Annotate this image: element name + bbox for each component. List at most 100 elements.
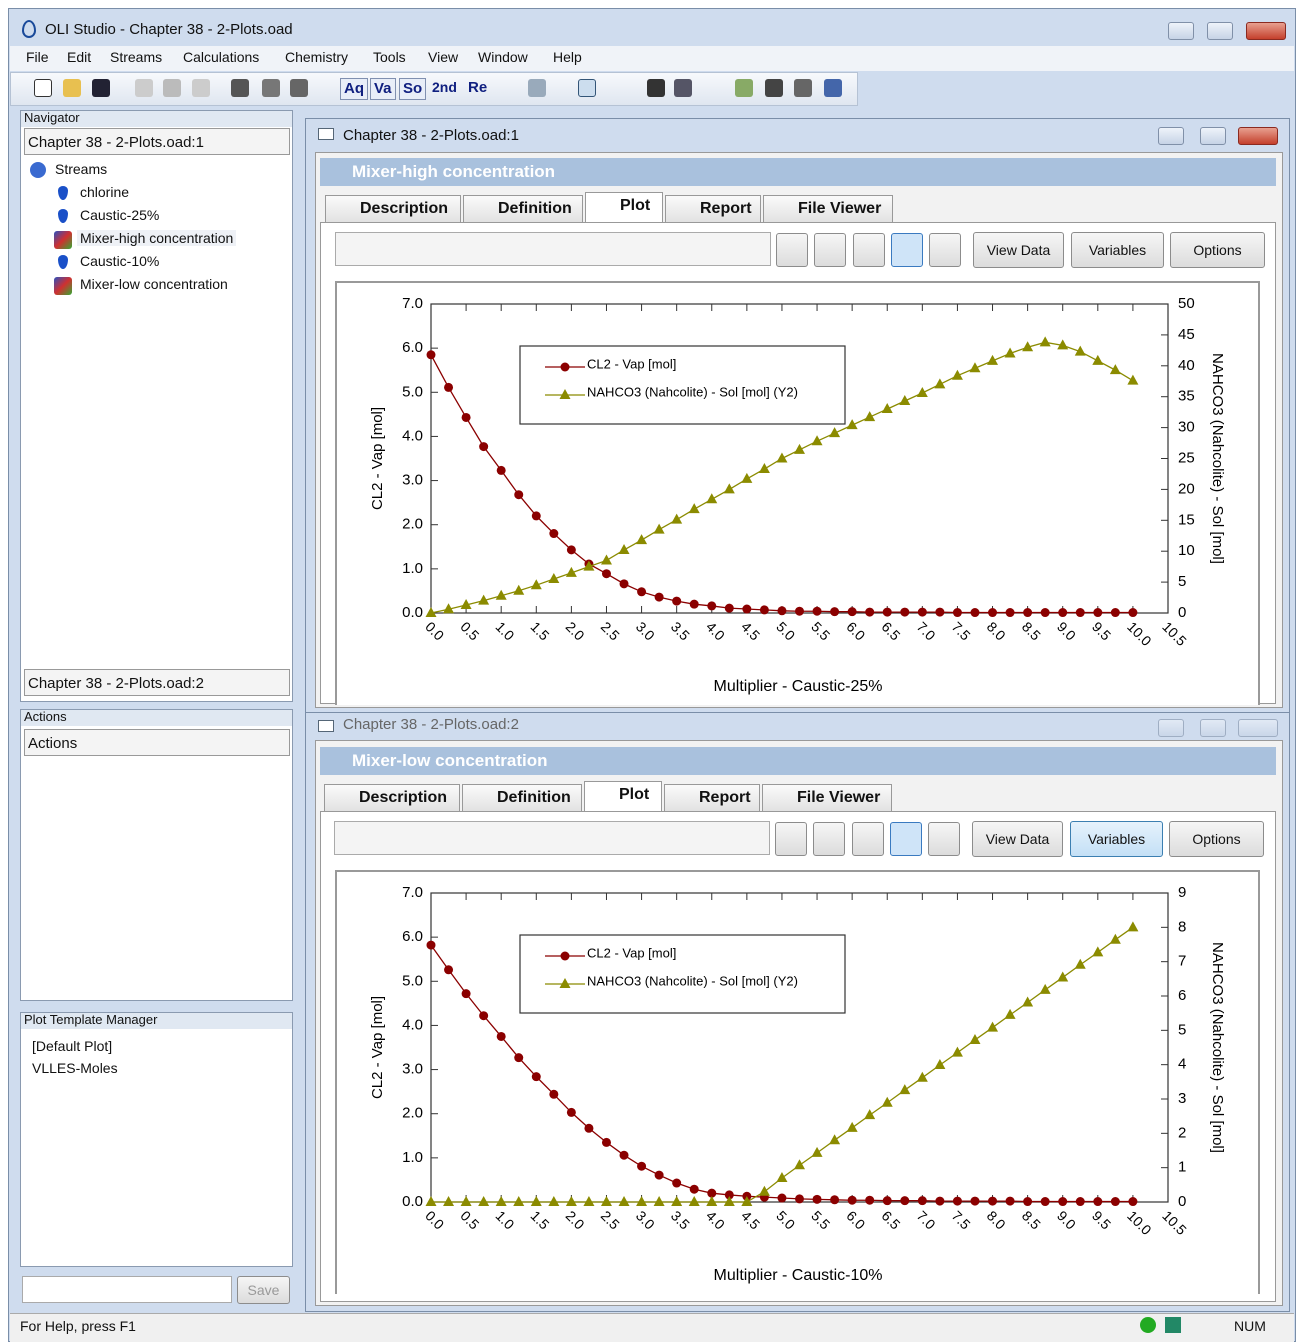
maximize-button[interactable] [1200, 127, 1226, 145]
tab[interactable]: Description [325, 195, 461, 223]
x-tick-label: 6.0 [843, 618, 868, 643]
close-button[interactable] [1246, 22, 1286, 40]
menu-item[interactable]: Chemistry [285, 49, 348, 65]
paste-icon[interactable] [192, 79, 210, 97]
copy-icon[interactable] [163, 79, 181, 97]
tab[interactable]: Report [665, 195, 761, 223]
toolbar-icon[interactable] [528, 79, 546, 97]
object-heading: Mixer-low concentration [320, 747, 1276, 775]
data-point [672, 1179, 681, 1188]
plot-tool-button[interactable] [775, 822, 807, 856]
tab[interactable]: Definition [462, 784, 582, 812]
variables-button[interactable]: Variables [1071, 232, 1164, 268]
mixer-icon [54, 277, 72, 295]
find-icon[interactable] [647, 79, 665, 97]
toolbar-icon[interactable] [794, 79, 812, 97]
data-point [1041, 608, 1050, 617]
tab[interactable]: Definition [463, 195, 583, 223]
toolbar-button[interactable]: Aq [340, 78, 368, 100]
file-node[interactable]: Chapter 38 - 2-Plots.oad:1 [24, 128, 290, 155]
toolbar-button[interactable]: Va [370, 78, 396, 100]
close-button[interactable] [1238, 127, 1278, 145]
plot-title-input[interactable] [334, 821, 770, 855]
cut-icon[interactable] [135, 79, 153, 97]
toolbar-button[interactable]: 2nd [432, 79, 457, 95]
tab[interactable]: Plot [585, 192, 663, 223]
menu-item[interactable]: Help [553, 49, 582, 65]
status-text: For Help, press F1 [20, 1318, 136, 1334]
minimize-button[interactable] [1158, 127, 1184, 145]
tab[interactable]: Description [324, 784, 460, 812]
print-icon[interactable] [231, 79, 249, 97]
zoom-in-button[interactable] [853, 233, 885, 267]
open-icon[interactable] [63, 79, 81, 97]
toolbar-icon[interactable] [578, 79, 596, 97]
view-data-button[interactable]: View Data [973, 232, 1064, 268]
template-item[interactable]: [Default Plot] [32, 1038, 112, 1054]
toolbar-icon[interactable] [735, 79, 753, 97]
plot-title-input[interactable] [335, 232, 771, 266]
y-tick-label: 1.0 [402, 560, 423, 577]
zoom-in-button[interactable] [852, 822, 884, 856]
plot-tool-button[interactable] [890, 822, 922, 856]
minimize-button[interactable] [1168, 22, 1194, 40]
template-name-input[interactable] [22, 1276, 232, 1303]
minimize-button[interactable] [1158, 719, 1184, 737]
save-icon[interactable] [92, 79, 110, 97]
toolbar-icon[interactable] [765, 79, 783, 97]
context-help-icon[interactable] [290, 79, 308, 97]
menu-item[interactable]: Window [478, 49, 528, 65]
menu-item[interactable]: Calculations [183, 49, 259, 65]
close-button[interactable] [1238, 719, 1278, 737]
data-point [636, 534, 647, 544]
tab[interactable]: File Viewer [762, 784, 892, 812]
tree-item[interactable]: Mixer-low concentration [80, 276, 228, 292]
save-button[interactable]: Save [237, 1276, 290, 1304]
x-tick-label: 8.5 [1019, 618, 1044, 643]
y2-tick-label: 2 [1178, 1124, 1186, 1141]
toolbar-button[interactable]: Re [468, 79, 487, 96]
y2-tick-label: 0 [1178, 604, 1186, 621]
help-icon[interactable] [262, 79, 280, 97]
maximize-button[interactable] [1200, 719, 1226, 737]
data-point [461, 1196, 472, 1206]
menu-item[interactable]: File [26, 49, 49, 65]
toolbar-button[interactable]: So [399, 78, 426, 100]
zoom-out-button[interactable] [814, 233, 846, 267]
menu-item[interactable]: Tools [373, 49, 406, 65]
tree-item[interactable]: Streams [55, 161, 107, 177]
tab[interactable]: Report [664, 784, 760, 812]
variables-button[interactable]: Variables [1070, 821, 1163, 857]
plot-tool-button[interactable] [928, 822, 960, 856]
options-button[interactable]: Options [1170, 232, 1265, 268]
plot-tool-button[interactable] [776, 233, 808, 267]
data-point [1076, 1197, 1085, 1206]
x-tick-label: 1.0 [492, 618, 517, 643]
menu-item[interactable]: Streams [110, 49, 162, 65]
tab[interactable]: File Viewer [763, 195, 893, 223]
x-tick-label: 6.5 [878, 618, 903, 643]
view-data-button[interactable]: View Data [972, 821, 1063, 857]
plot-tool-button[interactable] [929, 233, 961, 267]
tab[interactable]: Plot [584, 781, 662, 812]
new-icon[interactable] [34, 79, 52, 97]
tree-item[interactable]: Caustic-25% [80, 207, 159, 223]
tree-item[interactable]: Caustic-10% [80, 253, 159, 269]
file-node[interactable]: Chapter 38 - 2-Plots.oad:2 [24, 669, 290, 696]
menu-item[interactable]: View [428, 49, 458, 65]
y-tick-label: 4.0 [402, 427, 423, 444]
toolbar-icon[interactable] [674, 79, 692, 97]
zoom-out-button[interactable] [813, 822, 845, 856]
toolbar-icon[interactable] [824, 79, 842, 97]
x-tick-label: 5.5 [808, 618, 833, 643]
y2-tick-label: 7 [1178, 953, 1186, 970]
template-item[interactable]: VLLES-Moles [32, 1060, 118, 1076]
menu-item[interactable]: Edit [67, 49, 91, 65]
maximize-button[interactable] [1207, 22, 1233, 40]
data-point [776, 1172, 787, 1182]
tree-item[interactable]: Mixer-high concentration [77, 230, 236, 246]
options-button[interactable]: Options [1169, 821, 1264, 857]
y2-tick-label: 45 [1178, 326, 1195, 343]
plot-tool-button[interactable] [891, 233, 923, 267]
tree-item[interactable]: chlorine [80, 184, 129, 200]
